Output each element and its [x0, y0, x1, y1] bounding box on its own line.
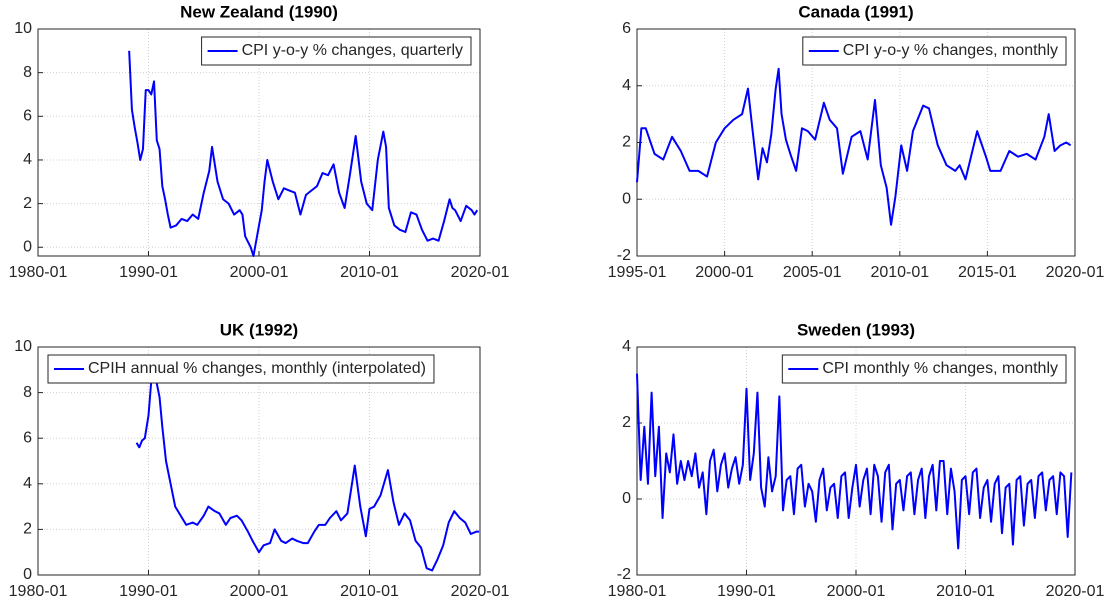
chart-title: Sweden (1993) — [797, 320, 915, 339]
legend: CPI y-o-y % changes, quarterly — [201, 36, 472, 66]
y-tick-label: 6 — [23, 429, 32, 446]
y-tick-label: 0 — [622, 490, 631, 507]
y-tick-label: 8 — [23, 64, 32, 81]
y-tick-label: 10 — [14, 338, 32, 355]
legend: CPIH annual % changes, monthly (interpol… — [47, 354, 435, 384]
x-tick-label: 2010-01 — [340, 583, 399, 600]
chart-title: New Zealand (1990) — [180, 2, 338, 21]
plot-frame — [636, 28, 1076, 257]
legend: CPI monthly % changes, monthly — [781, 354, 1067, 384]
legend-label: CPI y-o-y % changes, monthly — [843, 42, 1058, 59]
legend-label: CPI y-o-y % changes, quarterly — [242, 42, 463, 59]
legend: CPI y-o-y % changes, monthly — [802, 36, 1067, 66]
y-tick-label: 4 — [622, 338, 631, 355]
x-tick-label: 2005-01 — [783, 264, 842, 281]
y-tick-label: 2 — [622, 134, 631, 151]
x-tick-label: 2020-01 — [451, 583, 510, 600]
plot-frame — [636, 346, 1076, 576]
y-tick-label: 4 — [622, 77, 631, 94]
chart-title: UK (1992) — [220, 320, 298, 339]
x-tick-label: 1980-01 — [9, 264, 68, 281]
legend-box — [802, 36, 1067, 66]
y-tick-label: 6 — [23, 108, 32, 125]
y-tick-label: 10 — [14, 20, 32, 37]
y-tick-label: 4 — [23, 151, 32, 168]
x-tick-label: 2020-01 — [1046, 583, 1105, 600]
x-tick-label: 2010-01 — [870, 264, 929, 281]
x-tick-label: 2000-01 — [827, 583, 886, 600]
x-tick-label: 2010-01 — [936, 583, 995, 600]
x-tick-label: 2000-01 — [230, 264, 289, 281]
legend-box — [781, 354, 1067, 384]
data-line — [636, 67, 1072, 226]
y-tick-label: -2 — [617, 566, 631, 583]
legend-label: CPIH annual % changes, monthly (interpol… — [88, 360, 426, 377]
y-tick-label: 0 — [23, 566, 32, 583]
y-tick-label: 4 — [23, 475, 32, 492]
x-tick-label: 2010-01 — [340, 264, 399, 281]
y-tick-label: 2 — [23, 521, 32, 538]
x-tick-label: 2000-01 — [695, 264, 754, 281]
legend-box — [47, 354, 435, 384]
y-tick-label: 0 — [622, 190, 631, 207]
x-tick-label: 2020-01 — [1046, 264, 1105, 281]
x-tick-label: 2020-01 — [451, 264, 510, 281]
y-tick-label: 2 — [622, 414, 631, 431]
legend-label: CPI monthly % changes, monthly — [822, 360, 1058, 377]
y-tick-label: 2 — [23, 195, 32, 212]
x-tick-label: 2000-01 — [230, 583, 289, 600]
data-line — [128, 50, 479, 257]
y-tick-label: 8 — [23, 384, 32, 401]
x-tick-label: 1980-01 — [608, 583, 667, 600]
x-tick-label: 1990-01 — [119, 264, 178, 281]
data-line — [636, 373, 1073, 550]
plot-frame — [37, 346, 481, 576]
x-tick-label: 1990-01 — [717, 583, 776, 600]
x-tick-label: 1990-01 — [119, 583, 178, 600]
plot-frame — [37, 28, 481, 257]
x-tick-label: 1995-01 — [608, 264, 667, 281]
data-line — [135, 377, 480, 572]
y-tick-label: 6 — [622, 20, 631, 37]
x-tick-label: 1980-01 — [9, 583, 68, 600]
legend-box — [201, 36, 472, 66]
y-tick-label: -2 — [617, 247, 631, 264]
chart-title: Canada (1991) — [798, 2, 913, 21]
x-tick-label: 2015-01 — [958, 264, 1017, 281]
y-tick-label: 0 — [23, 238, 32, 255]
